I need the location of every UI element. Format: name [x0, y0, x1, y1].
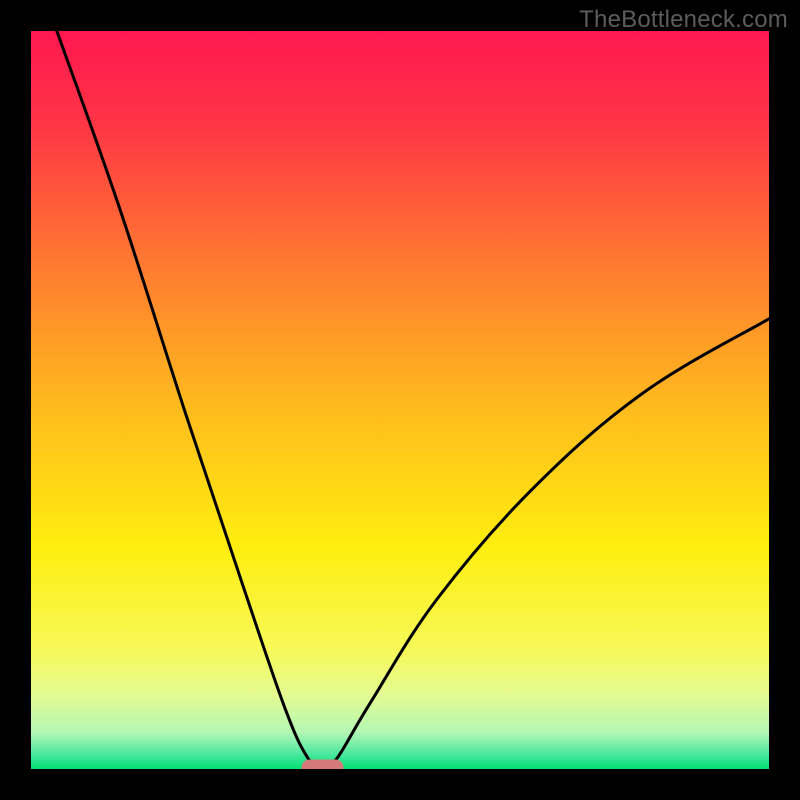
watermark-text: TheBottleneck.com: [579, 6, 788, 34]
bottleneck-chart: [0, 0, 800, 800]
plot-background: [31, 31, 769, 769]
